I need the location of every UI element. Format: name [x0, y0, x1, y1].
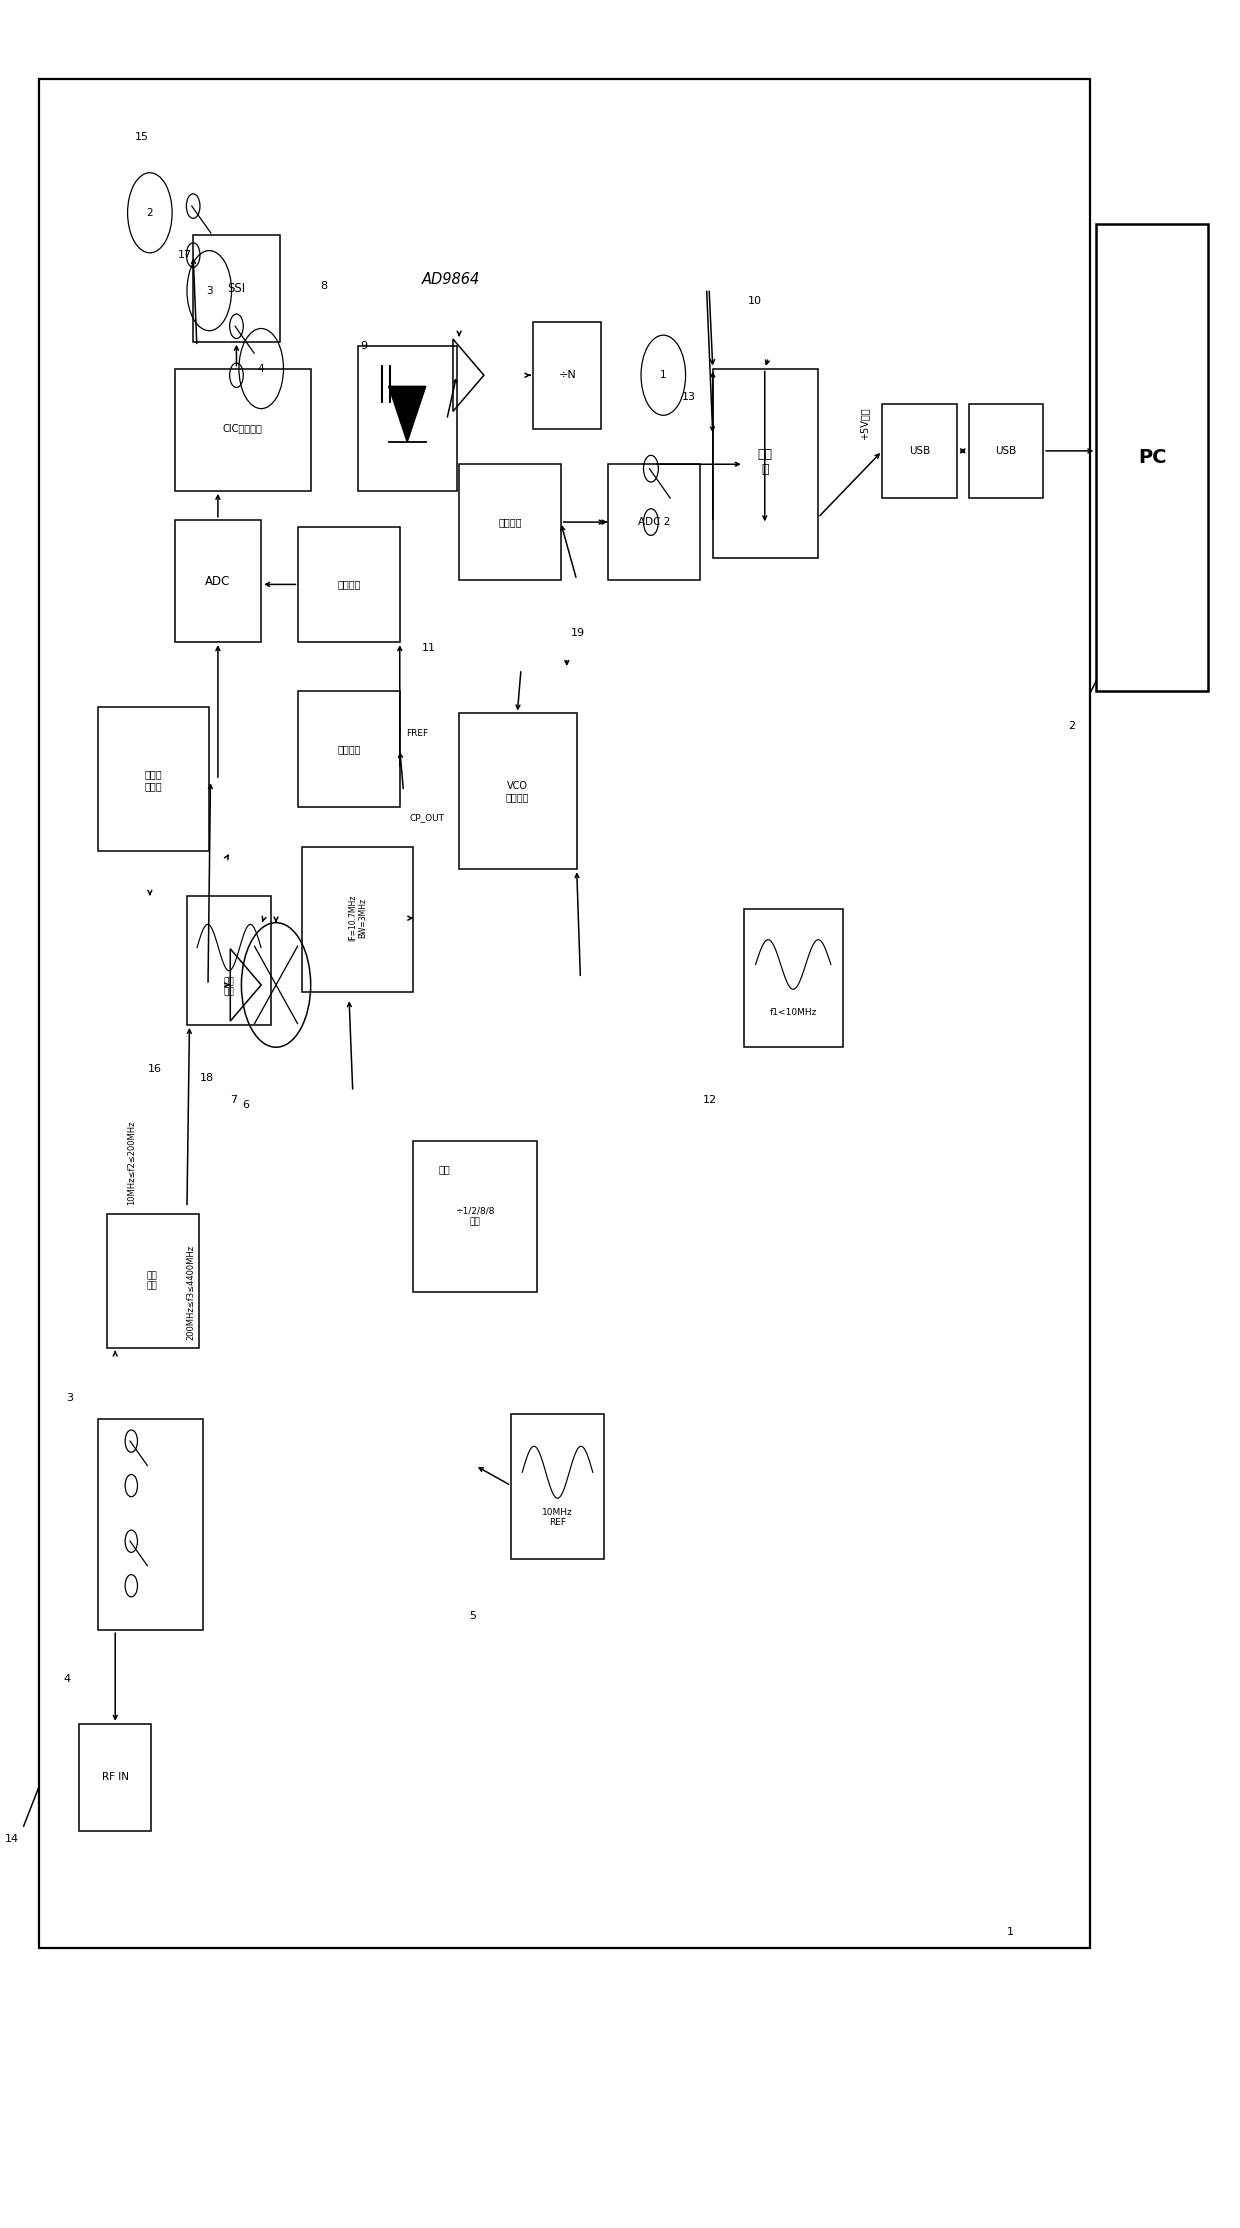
Text: 9: 9 — [360, 341, 367, 350]
Text: 带通
滤波: 带通 滤波 — [223, 978, 234, 996]
FancyBboxPatch shape — [713, 368, 818, 557]
FancyBboxPatch shape — [459, 463, 560, 579]
Text: 10MHz≤f2≤200MHz: 10MHz≤f2≤200MHz — [126, 1121, 136, 1205]
Text: FREF: FREF — [405, 729, 428, 737]
FancyBboxPatch shape — [299, 691, 399, 807]
Text: 10: 10 — [748, 296, 761, 305]
Text: 单片
机: 单片 机 — [758, 448, 773, 477]
Text: ÷N: ÷N — [558, 370, 577, 381]
Text: 18: 18 — [200, 1074, 213, 1083]
FancyBboxPatch shape — [533, 321, 601, 428]
Text: 2: 2 — [1068, 722, 1075, 731]
FancyBboxPatch shape — [98, 706, 210, 851]
FancyBboxPatch shape — [744, 909, 843, 1047]
Text: 19: 19 — [570, 628, 584, 637]
FancyBboxPatch shape — [175, 368, 311, 490]
Text: ÷1/2/8/8
分频: ÷1/2/8/8 分频 — [455, 1208, 495, 1225]
FancyBboxPatch shape — [107, 1214, 200, 1348]
Text: IF=10.7MHz
BW=3MHz: IF=10.7MHz BW=3MHz — [348, 896, 367, 942]
Text: AD9864: AD9864 — [422, 272, 480, 287]
FancyBboxPatch shape — [187, 896, 272, 1025]
FancyBboxPatch shape — [303, 847, 413, 991]
Text: 7: 7 — [231, 1096, 237, 1105]
Text: f1<10MHz: f1<10MHz — [770, 1007, 817, 1016]
FancyBboxPatch shape — [459, 713, 577, 869]
Text: 本振合成: 本振合成 — [337, 744, 361, 753]
Text: +5V供电: +5V供电 — [859, 408, 869, 441]
Text: 17: 17 — [179, 250, 192, 258]
Text: 抗混叠
滤波器: 抗混叠 滤波器 — [145, 769, 162, 791]
Text: VCO
压控振荡: VCO 压控振荡 — [506, 780, 529, 802]
Text: 1: 1 — [1007, 1927, 1014, 1938]
Text: 时钟合成: 时钟合成 — [498, 517, 522, 528]
Text: 6: 6 — [243, 1101, 249, 1110]
Text: 14: 14 — [5, 1834, 20, 1845]
Text: 11: 11 — [422, 644, 436, 653]
Text: 时钟合成: 时钟合成 — [337, 579, 361, 590]
FancyBboxPatch shape — [883, 403, 956, 497]
FancyBboxPatch shape — [608, 463, 701, 579]
Text: USB: USB — [996, 446, 1017, 457]
Text: ADC: ADC — [205, 575, 231, 588]
FancyBboxPatch shape — [1096, 223, 1208, 691]
Text: 16: 16 — [148, 1065, 161, 1074]
Text: 200MHz≤f3≤4400MHz: 200MHz≤f3≤4400MHz — [186, 1245, 195, 1339]
FancyBboxPatch shape — [193, 234, 280, 341]
Text: CP_OUT: CP_OUT — [409, 813, 445, 822]
Text: PC: PC — [1138, 448, 1167, 468]
FancyBboxPatch shape — [299, 526, 399, 642]
Text: 15: 15 — [135, 131, 149, 143]
Text: 10MHz
REF: 10MHz REF — [542, 1508, 573, 1526]
Text: 3: 3 — [66, 1392, 73, 1404]
Text: RF IN: RF IN — [102, 1771, 129, 1782]
Text: 8: 8 — [321, 281, 327, 290]
Text: USB: USB — [909, 446, 930, 457]
FancyBboxPatch shape — [413, 1141, 537, 1292]
Text: ADC 2: ADC 2 — [637, 517, 670, 528]
FancyBboxPatch shape — [357, 345, 456, 490]
FancyBboxPatch shape — [98, 1419, 203, 1631]
FancyBboxPatch shape — [79, 1724, 151, 1831]
Text: 5: 5 — [469, 1611, 476, 1622]
FancyBboxPatch shape — [175, 519, 262, 642]
Text: CIC抽取滤波: CIC抽取滤波 — [223, 423, 263, 434]
Text: 带通
滤波: 带通 滤波 — [148, 1272, 157, 1290]
Text: 4: 4 — [258, 363, 264, 374]
FancyBboxPatch shape — [38, 80, 1090, 1950]
FancyBboxPatch shape — [511, 1415, 604, 1560]
Text: 3: 3 — [206, 285, 212, 296]
FancyBboxPatch shape — [968, 403, 1043, 497]
Text: 4: 4 — [63, 1673, 71, 1684]
Polygon shape — [388, 385, 425, 441]
Text: 本振: 本振 — [439, 1165, 450, 1174]
Text: 2: 2 — [146, 207, 154, 218]
Text: SSI: SSI — [227, 283, 246, 294]
Text: 12: 12 — [703, 1096, 717, 1105]
Text: 1: 1 — [660, 370, 667, 381]
Text: 13: 13 — [682, 392, 696, 401]
